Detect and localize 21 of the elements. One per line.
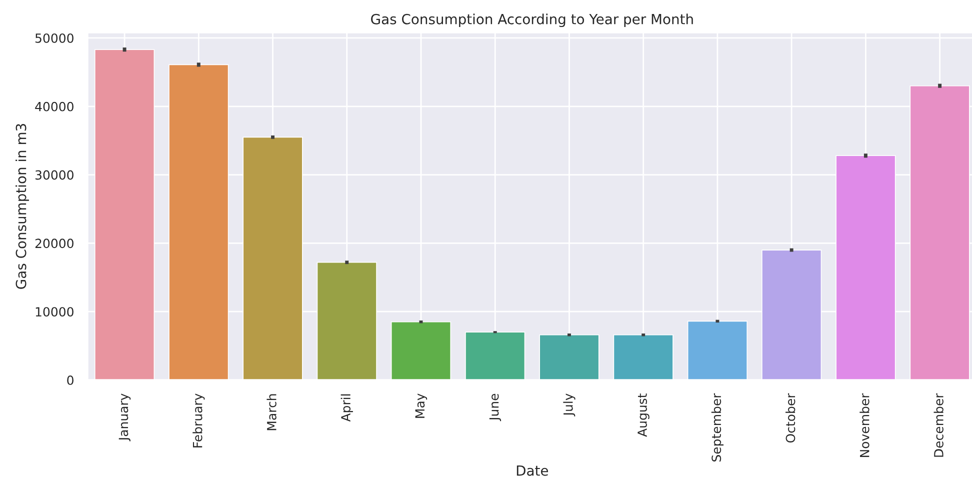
y-tick-label: 10000 — [36, 307, 74, 317]
x-tick-label: June — [489, 394, 502, 422]
x-tick-label: August — [638, 394, 650, 437]
x-tick-label: May — [415, 394, 428, 418]
x-tick-label: December — [934, 393, 944, 457]
y-axis-title: Gas Consumption in m3 — [16, 124, 29, 289]
x-tick-label: April — [340, 394, 353, 422]
x-tick-label: July — [563, 394, 576, 416]
y-tick-label: 20000 — [35, 238, 74, 248]
x-axis-title: Date — [516, 466, 548, 476]
y-tick-label: 40000 — [35, 102, 74, 112]
x-tick-label: October — [786, 393, 796, 443]
x-tick-label: November — [860, 393, 870, 458]
y-tick-label: 0 — [67, 375, 74, 385]
y-tick-label: 30000 — [35, 170, 74, 180]
x-tick-label: March — [266, 394, 276, 430]
x-tick-label: September — [711, 393, 724, 462]
x-tick-label: January — [118, 394, 131, 442]
x-tick-label: February — [192, 394, 205, 448]
chart-title: Gas Consumption According to Year per Month — [371, 14, 693, 28]
y-tick-label: 50000 — [35, 33, 74, 43]
